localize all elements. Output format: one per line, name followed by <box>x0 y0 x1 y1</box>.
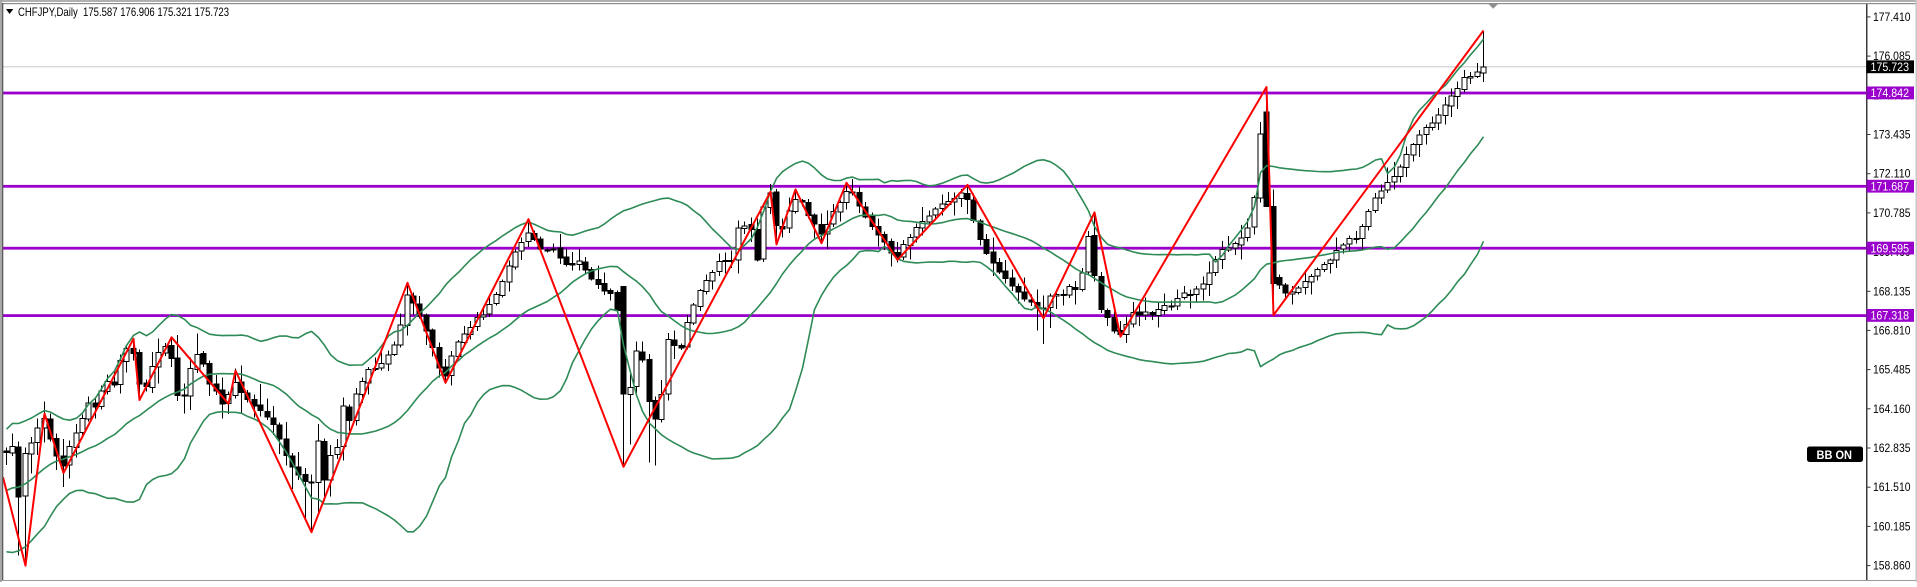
svg-text:171.687: 171.687 <box>1871 179 1910 193</box>
svg-text:BB ON: BB ON <box>1817 448 1853 462</box>
svg-text:174.842: 174.842 <box>1871 86 1910 100</box>
svg-text:158.860: 158.860 <box>1873 561 1911 573</box>
svg-text:160.185: 160.185 <box>1873 521 1911 533</box>
svg-text:173.435: 173.435 <box>1873 130 1911 142</box>
svg-text:161.510: 161.510 <box>1873 482 1911 494</box>
svg-text:162.835: 162.835 <box>1873 443 1911 455</box>
svg-text:168.135: 168.135 <box>1873 286 1911 298</box>
svg-text:169.595: 169.595 <box>1871 241 1910 255</box>
svg-text:166.810: 166.810 <box>1873 325 1911 337</box>
svg-text:CHFJPY,Daily 175.587 176.906: CHFJPY,Daily 175.587 176.906 175.321 175… <box>18 5 229 19</box>
svg-text:177.410: 177.410 <box>1873 12 1911 24</box>
svg-text:165.485: 165.485 <box>1873 365 1911 377</box>
svg-text:175.723: 175.723 <box>1871 60 1910 74</box>
svg-text:167.318: 167.318 <box>1871 309 1910 323</box>
svg-text:164.160: 164.160 <box>1873 404 1911 416</box>
svg-text:170.785: 170.785 <box>1873 208 1911 220</box>
